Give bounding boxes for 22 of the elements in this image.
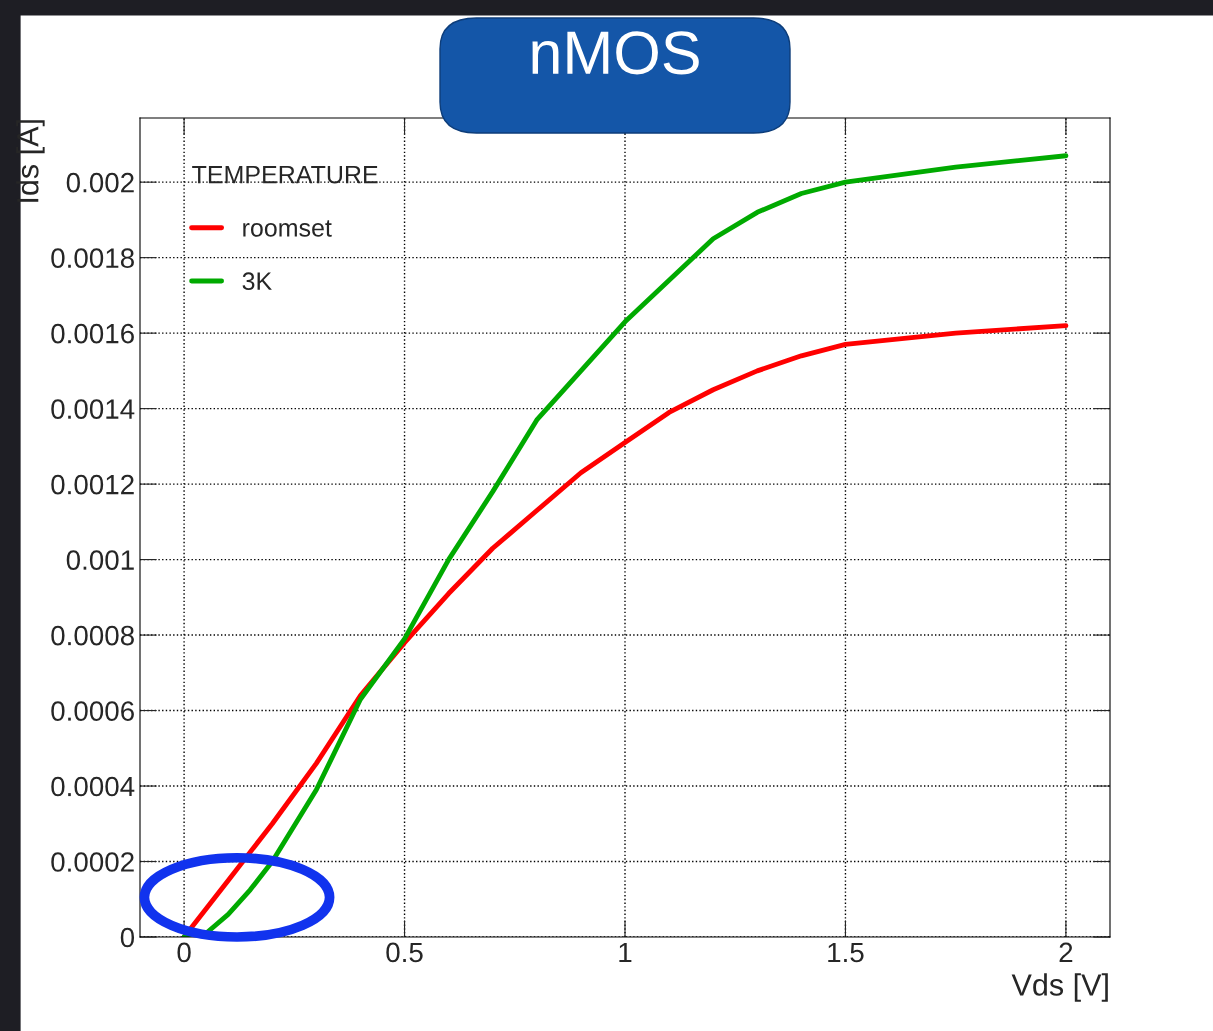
legend-title: TEMPERATURE bbox=[192, 165, 378, 184]
y-tick-label: 0.001 bbox=[66, 550, 134, 570]
y-tick-label: 0.0016 bbox=[51, 323, 134, 344]
legend-label: roomset bbox=[243, 220, 332, 237]
x-tick-label: 0 bbox=[177, 942, 191, 963]
legend-label: 3K bbox=[242, 272, 272, 291]
chart-title: nMOS bbox=[532, 31, 699, 75]
y-tick-label: 0.0014 bbox=[51, 399, 135, 419]
y-axis-title: Ids [A] bbox=[16, 120, 45, 202]
y-tick-label: 0.002 bbox=[66, 172, 134, 193]
y-tick-label: 0 bbox=[120, 927, 135, 948]
x-tick-label: 1 bbox=[619, 942, 632, 962]
y-tick-label: 0.0012 bbox=[51, 474, 134, 495]
x-tick-label: 1.5 bbox=[828, 942, 864, 963]
y-tick-label: 0.0006 bbox=[51, 701, 134, 721]
x-axis-title: Vds [V] bbox=[1011, 973, 1108, 1002]
y-tick-label: 0.0008 bbox=[51, 625, 134, 646]
y-tick-label: 0.0018 bbox=[51, 248, 134, 268]
x-tick-label: 2 bbox=[1059, 942, 1073, 962]
y-tick-label: 0.0002 bbox=[51, 852, 134, 872]
x-tick-label: 0.5 bbox=[386, 942, 423, 963]
y-tick-label: 0.0004 bbox=[51, 776, 135, 797]
